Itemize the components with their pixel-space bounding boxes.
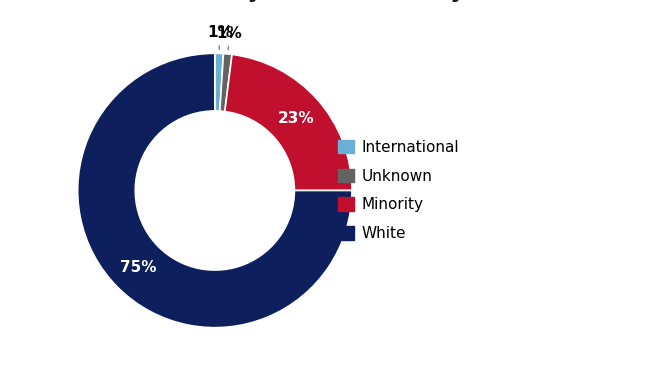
- Wedge shape: [220, 54, 232, 112]
- Legend: International, Unknown, Minority, White: International, Unknown, Minority, White: [332, 134, 465, 247]
- Text: 23%: 23%: [278, 111, 315, 126]
- Wedge shape: [215, 53, 223, 111]
- Text: 1%: 1%: [217, 26, 243, 50]
- Text: 75%: 75%: [120, 259, 157, 275]
- Title: Fall 2023 Enrollment by Race / Ethnicity: Fall 2023 Enrollment by Race / Ethnicity: [0, 0, 465, 2]
- Wedge shape: [225, 54, 352, 190]
- Wedge shape: [77, 53, 352, 328]
- Text: 1%: 1%: [207, 26, 233, 49]
